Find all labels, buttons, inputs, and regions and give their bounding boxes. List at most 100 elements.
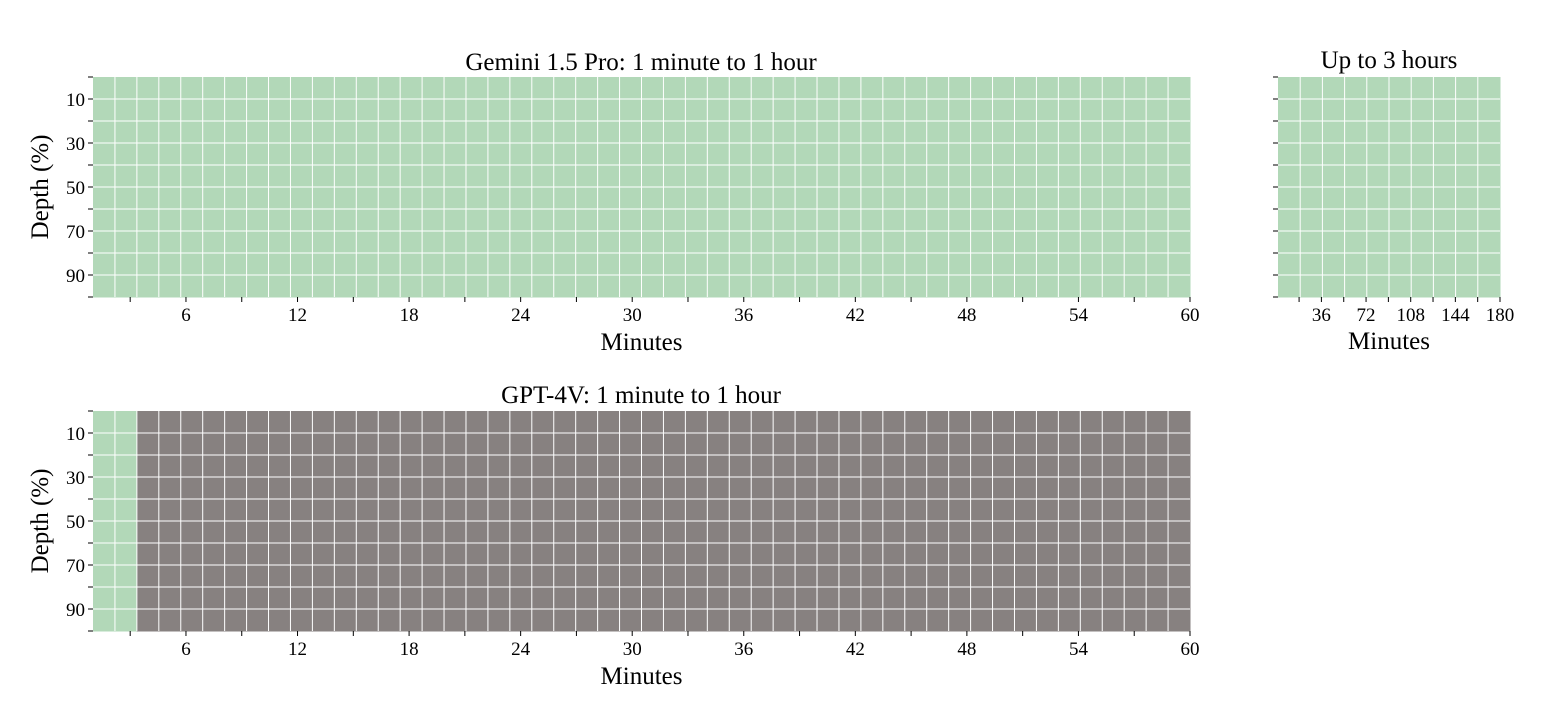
heatmap-cell-found xyxy=(1411,187,1434,210)
heatmap-cell-found xyxy=(290,143,313,166)
heatmap-cell-missed xyxy=(224,587,248,610)
heatmap-cell-found xyxy=(1278,187,1301,210)
heatmap-cell-found xyxy=(1036,165,1059,188)
heatmap-cell-missed xyxy=(246,411,270,434)
heatmap-cell-found xyxy=(707,275,730,298)
heatmap-cell-missed xyxy=(619,411,642,434)
heatmap-cell-found xyxy=(1344,209,1368,232)
heatmap-cell-missed xyxy=(158,521,182,544)
heatmap-cell-found xyxy=(378,77,401,100)
heatmap-cell-missed xyxy=(1036,565,1059,588)
heatmap-cell-missed xyxy=(444,411,467,434)
y-tick-label: 50 xyxy=(66,178,85,199)
heatmap-cell-missed xyxy=(838,477,862,500)
x-tick-label: 30 xyxy=(623,639,642,660)
heatmap-cell-missed xyxy=(400,499,423,522)
heatmap-cell-found xyxy=(487,231,511,254)
heatmap-cell-found xyxy=(1455,77,1479,100)
heatmap-cell-missed xyxy=(246,543,270,566)
heatmap-cell-found xyxy=(136,253,160,276)
heatmap-cell-missed xyxy=(224,477,248,500)
heatmap-cell-missed xyxy=(158,433,182,456)
heatmap-cell-found xyxy=(290,165,313,188)
heatmap-cell-found xyxy=(597,143,621,166)
chart-title: GPT-4V: 1 minute to 1 hour xyxy=(501,382,782,409)
heatmap-cell-found xyxy=(356,99,379,122)
heatmap-cell-found xyxy=(1411,143,1434,166)
heatmap-cell-found xyxy=(773,99,796,122)
x-tick-label: 30 xyxy=(623,305,642,326)
heatmap-cell-found xyxy=(180,275,204,298)
x-tick-label: 48 xyxy=(957,639,976,660)
heatmap-cell-found xyxy=(1455,187,1479,210)
heatmap-cell-found xyxy=(1124,187,1147,210)
heatmap-cell-missed xyxy=(773,565,796,588)
heatmap-cell-found xyxy=(553,99,577,122)
heatmap-cell-found xyxy=(290,99,313,122)
heatmap-cell-missed xyxy=(1168,587,1191,610)
heatmap-cell-found xyxy=(1014,253,1037,276)
heatmap-cell-missed xyxy=(992,609,1015,632)
heatmap-cell-found xyxy=(224,187,248,210)
heatmap-cell-found xyxy=(224,209,248,232)
heatmap-cell-found xyxy=(224,165,248,188)
heatmap-cell-found xyxy=(246,253,270,276)
heatmap-cell-found xyxy=(773,165,796,188)
heatmap-cell-found xyxy=(1102,99,1125,122)
heatmap-cell-missed xyxy=(356,477,379,500)
heatmap-cell-found xyxy=(795,231,818,254)
heatmap-cell-found xyxy=(246,209,270,232)
heatmap-cell-found xyxy=(509,253,533,276)
y-axis-ticks xyxy=(1273,76,1278,298)
heatmap-cell-found xyxy=(773,209,796,232)
heatmap-cell-found xyxy=(290,121,313,144)
heatmap-cell-missed xyxy=(619,609,642,632)
heatmap-cell-found xyxy=(926,143,950,166)
heatmap-cell-found xyxy=(158,99,182,122)
heatmap-cell-found xyxy=(860,187,884,210)
heatmap-cell-found xyxy=(926,231,950,254)
heatmap-cell-missed xyxy=(729,499,752,522)
heatmap-cell-missed xyxy=(136,433,160,456)
heatmap-cell-missed xyxy=(1036,543,1059,566)
heatmap-cell-missed xyxy=(1036,499,1059,522)
heatmap-cell-found xyxy=(531,275,555,298)
heatmap-cell-found xyxy=(268,143,291,166)
heatmap-cell-found xyxy=(663,231,686,254)
heatmap-cell-found xyxy=(114,565,138,588)
heatmap-cell-missed xyxy=(992,499,1015,522)
heatmap-cell-found xyxy=(685,275,708,298)
heatmap-cell-missed xyxy=(948,411,972,434)
heatmap-cell-missed xyxy=(970,521,994,544)
heatmap-cell-missed xyxy=(926,543,950,566)
heatmap-cell-missed xyxy=(926,477,950,500)
heatmap-cell-found xyxy=(93,209,116,232)
heatmap-cell-missed xyxy=(487,521,511,544)
heatmap-cell-found xyxy=(619,143,642,166)
heatmap-cell-found xyxy=(641,187,664,210)
heatmap-cell-found xyxy=(1102,209,1125,232)
heatmap-cell-found xyxy=(1477,99,1501,122)
heatmap-cell-found xyxy=(1433,121,1457,144)
heatmap-cell-missed xyxy=(663,565,686,588)
heatmap-cell-found xyxy=(1278,253,1301,276)
heatmap-cell-missed xyxy=(422,477,445,500)
heatmap-cell-missed xyxy=(487,587,511,610)
heatmap-cell-found xyxy=(685,99,708,122)
heatmap-cell-found xyxy=(1014,231,1037,254)
x-tick-label: 6 xyxy=(181,639,191,660)
heatmap-cell-found xyxy=(1014,275,1037,298)
heatmap-cell-found xyxy=(1146,99,1169,122)
heatmap-cell-found xyxy=(1124,165,1147,188)
heatmap-cell-found xyxy=(619,253,642,276)
heatmap-cell-found xyxy=(465,231,489,254)
heatmap-cell-found xyxy=(663,275,686,298)
heatmap-cell-missed xyxy=(531,477,555,500)
heatmap-cell-found xyxy=(970,275,994,298)
heatmap-cell-found xyxy=(1168,209,1191,232)
heatmap-cell-found xyxy=(1322,209,1346,232)
heatmap-cell-found xyxy=(1146,187,1169,210)
heatmap-cell-found xyxy=(312,275,335,298)
heatmap-cell-found xyxy=(531,143,555,166)
heatmap-cell-found xyxy=(970,231,994,254)
